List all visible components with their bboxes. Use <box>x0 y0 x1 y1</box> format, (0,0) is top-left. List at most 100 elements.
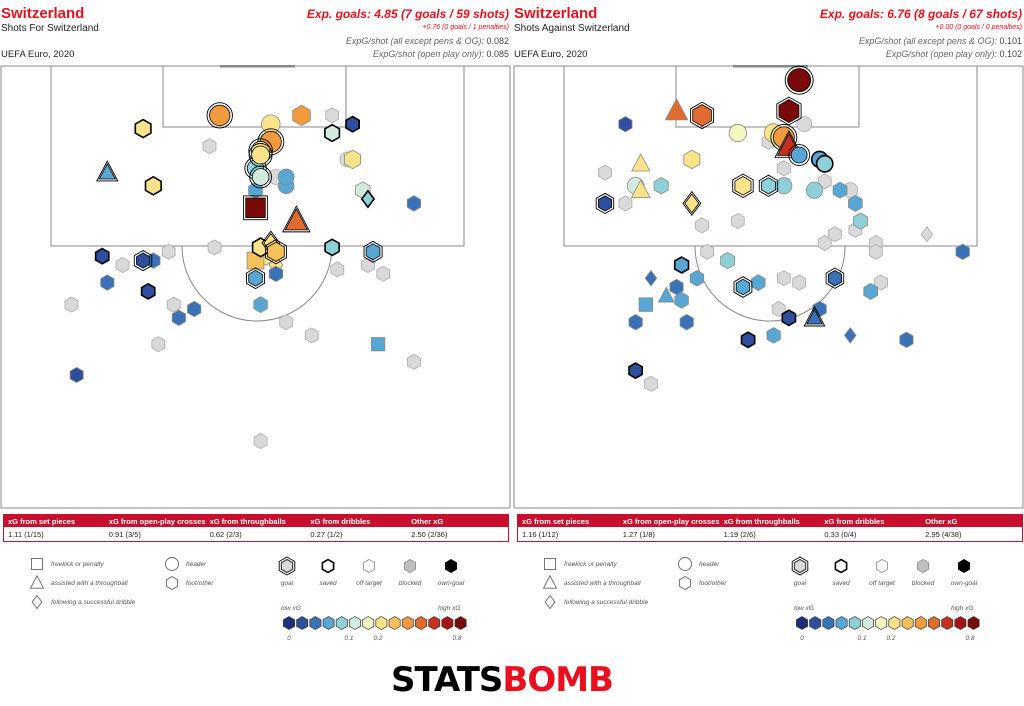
legend-shape-label: assisted with a throughball <box>51 580 128 587</box>
shot-marker <box>734 176 752 196</box>
shot-marker <box>251 145 271 165</box>
xg-val-throughballs: 0.62 (2/3) <box>209 529 242 539</box>
xg-val-other: 2.95 (4/38) <box>925 529 962 539</box>
shot-marker <box>832 181 848 199</box>
legend-outcome-icon <box>834 558 848 574</box>
shot-marker <box>598 195 612 212</box>
xg-val-crosses: 0.91 (3/5) <box>108 529 141 539</box>
shot-marker <box>618 195 633 212</box>
legend-scale-tick: 0.8 <box>965 635 974 642</box>
shot-marker <box>669 278 684 296</box>
shot-marker <box>166 296 181 313</box>
expg-shot-all: ExpG/shot (all except pens & OG): 0.101 <box>859 36 1022 46</box>
expg-shot-all-value: 0.082 <box>486 36 509 46</box>
shot-marker <box>766 327 781 344</box>
shot-marker <box>806 308 823 325</box>
legend-scale-swatch <box>401 616 414 630</box>
legend-outcome-label: saved <box>319 580 337 587</box>
legend-outcome-label: own-goal <box>438 580 465 587</box>
shot-marker <box>843 327 857 344</box>
legend-scale-swatch <box>967 616 980 630</box>
legend-scale-swatch <box>428 616 441 630</box>
goal-ring <box>265 239 287 265</box>
legend-shape-label: header <box>699 561 720 568</box>
shot-marker <box>324 123 341 143</box>
exp-goals-penalties: +0.76 (0 goals / 1 penalties) <box>422 24 509 31</box>
goal-ring <box>732 173 754 199</box>
legend-shape-label: following a successful dribble <box>564 599 649 606</box>
shot-marker <box>115 257 130 273</box>
legend-shape-icon <box>544 558 556 570</box>
legend-high-xg: high xG <box>951 605 973 612</box>
competition-label: UEFA Euro, 2020 <box>1 49 75 60</box>
legend-shape-label: foot/other <box>186 580 214 587</box>
legend-scale-swatch <box>322 616 335 630</box>
shot-marker <box>360 189 376 209</box>
shot-marker <box>631 153 651 172</box>
shot-marker <box>899 331 914 348</box>
shot-marker <box>863 282 879 300</box>
xg-val-throughballs: 1.19 (2/6) <box>723 529 756 539</box>
legend-scale-swatch <box>415 616 427 630</box>
xg-table-header: xG from set pieces xG from open-play cro… <box>4 515 508 527</box>
shot-marker <box>94 247 110 265</box>
legend-scale-swatch <box>835 616 848 630</box>
legend-shape-icon <box>165 557 179 571</box>
shot-marker <box>140 282 156 300</box>
legend-scale-tick: 0.1 <box>344 635 353 642</box>
legend-scale-swatch <box>875 616 888 630</box>
shot-map-pitch <box>0 65 511 509</box>
exp-goals-total: Exp. goals: 4.85 (7 goals / 59 shots) <box>306 7 509 21</box>
shot-marker <box>692 104 712 127</box>
shot-marker <box>683 149 701 170</box>
shot-marker <box>674 291 689 309</box>
expg-shot-open: ExpG/shot (open play only): 0.085 <box>373 49 509 59</box>
legend-scale-swatch <box>914 616 927 630</box>
legend-outcome-icon <box>444 559 458 573</box>
shot-markers <box>595 65 970 392</box>
shot-marker <box>761 177 776 195</box>
shot-marker <box>171 309 186 326</box>
shot-marker <box>253 296 268 313</box>
shot-marker <box>638 297 654 312</box>
shot-marker <box>187 300 202 318</box>
legend-scale-tick: 0.1 <box>857 635 866 642</box>
legend-scale-swatch <box>848 616 861 630</box>
legend-shape-icon <box>542 574 558 589</box>
legend-shape-label: header <box>186 561 207 568</box>
shot-marker <box>251 168 270 186</box>
legend-scale-swatch <box>388 616 401 630</box>
legend-scale-tick: 0.8 <box>452 635 461 642</box>
goal-ring <box>733 276 753 298</box>
expg-shot-open-label: ExpG/shot (open play only): <box>885 49 997 59</box>
goal-ring <box>690 101 715 130</box>
expg-shot-all-value: 0.101 <box>999 36 1022 46</box>
shot-marker <box>868 243 883 260</box>
shot-marker <box>628 362 643 380</box>
shot-marker <box>796 116 813 133</box>
goal-ring <box>595 192 615 215</box>
shot-marker <box>134 118 152 139</box>
shot-marker <box>209 104 231 127</box>
goal-ring <box>96 160 119 182</box>
shot-marker <box>292 104 311 127</box>
shot-marker <box>771 301 786 317</box>
legend-outcome-icon <box>957 559 971 573</box>
shot-marker <box>873 274 888 291</box>
legend-outcome-icon <box>280 558 294 574</box>
legend-scale-swatch <box>796 616 808 630</box>
legend-scale-swatch <box>441 616 454 630</box>
legend-shape-label: freekick or penalty <box>564 561 617 568</box>
xg-val-other: 2.50 (2/36) <box>411 529 448 539</box>
xg-col-other: Other xG <box>925 516 958 526</box>
shot-marker <box>792 274 807 291</box>
shot-marker <box>161 243 176 260</box>
legend-outcome-icon <box>916 559 930 573</box>
xg-col-crosses: xG from open-play crosses <box>622 516 720 526</box>
xg-val-set-pieces: 1.11 (1/15) <box>8 529 44 539</box>
shot-marker <box>284 207 309 231</box>
goal-ring <box>788 144 811 166</box>
legend-scale-tick: 0.2 <box>373 635 382 642</box>
legend-outcome-label: blocked <box>399 580 422 587</box>
shot-marker <box>781 309 797 327</box>
